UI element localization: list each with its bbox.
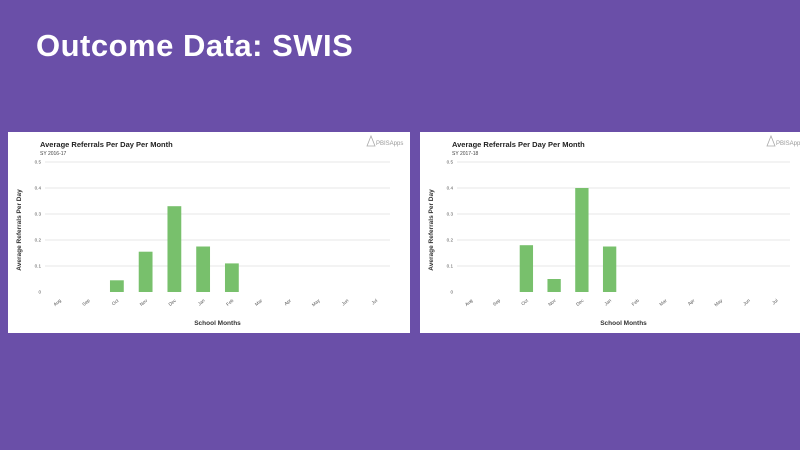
chart-title: Average Referrals Per Day Per Month — [40, 140, 173, 149]
x-tick-label: Aug — [464, 298, 474, 307]
chart-subtitle: SY 2016-17 — [40, 151, 67, 157]
bar-oct — [109, 280, 124, 292]
x-tick-label: Nov — [139, 297, 149, 307]
x-tick-label: Mar — [658, 298, 668, 307]
y-tick-label: 0.2 — [35, 238, 42, 243]
y-tick-label: 0.4 — [447, 186, 454, 191]
bar-dec — [575, 188, 589, 292]
bar-feb — [224, 263, 239, 292]
y-tick-label: 0 — [450, 290, 453, 295]
x-tick-label: Jul — [771, 298, 779, 306]
logo-text: PBISApps — [376, 141, 403, 147]
x-tick-label: Oct — [520, 297, 529, 306]
x-tick-label: Apr — [687, 298, 696, 307]
x-tick-label: May — [713, 297, 723, 307]
x-tick-label: Feb — [225, 298, 235, 307]
y-tick-label: 0.1 — [447, 264, 454, 269]
x-tick-label: Jun — [341, 298, 350, 307]
y-axis-label: Average Referrals Per Day — [428, 189, 435, 271]
x-tick-label: Aug — [53, 298, 63, 307]
chart-panel-left: Average Referrals Per Day Per Month SY 20… — [8, 132, 410, 333]
pbisapps-logo: PBISApps — [766, 134, 800, 147]
x-tick-label: Feb — [631, 298, 641, 307]
y-axis-label: Average Referrals Per Day — [16, 189, 23, 271]
x-tick-label: May — [311, 297, 321, 307]
chart-subtitle: SY 2017-18 — [452, 151, 479, 157]
x-tick-label: Nov — [547, 297, 557, 307]
x-axis-label: School Months — [194, 320, 241, 327]
referrals-chart-right: Average Referrals Per Day Per Month SY 20… — [428, 134, 800, 327]
x-tick-label: Jan — [197, 298, 206, 307]
x-tick-label: Dec — [168, 297, 178, 307]
logo-text: PBISApps — [776, 141, 800, 147]
x-tick-label: Jan — [603, 298, 612, 307]
x-tick-label: Apr — [283, 298, 292, 307]
x-tick-label: Mar — [254, 298, 264, 307]
bar-jan — [196, 246, 211, 292]
y-tick-label: 0.5 — [447, 160, 454, 165]
x-tick-label: Sep — [492, 298, 502, 307]
y-tick-label: 0.3 — [35, 212, 42, 217]
y-tick-label: 0.5 — [35, 160, 42, 165]
y-tick-label: 0.3 — [447, 212, 454, 217]
pbisapps-logo: PBISApps — [366, 134, 403, 147]
x-tick-label: Sep — [81, 298, 91, 307]
y-tick-label: 0.4 — [35, 186, 42, 191]
x-axis-label: School Months — [600, 320, 647, 327]
y-tick-label: 0.2 — [447, 238, 454, 243]
x-tick-label: Dec — [575, 297, 585, 307]
chart-title: Average Referrals Per Day Per Month — [452, 140, 585, 149]
x-tick-label: Jul — [371, 298, 379, 306]
slide-title: Outcome Data: SWIS — [36, 28, 354, 63]
logo-triangle-icon — [766, 134, 776, 147]
bar-jan — [602, 246, 617, 292]
y-tick-label: 0 — [38, 290, 41, 295]
x-tick-label: Jun — [742, 298, 751, 307]
x-tick-label: Oct — [111, 297, 120, 306]
logo-triangle-icon — [366, 134, 376, 147]
referrals-chart-left: Average Referrals Per Day Per Month SY 20… — [16, 134, 403, 327]
bar-nov — [138, 251, 153, 292]
bar-oct — [519, 245, 534, 292]
bar-dec — [167, 206, 182, 292]
chart-panel-right: Average Referrals Per Day Per Month SY 20… — [420, 132, 800, 333]
bar-nov — [547, 279, 561, 292]
y-tick-label: 0.1 — [35, 264, 42, 269]
